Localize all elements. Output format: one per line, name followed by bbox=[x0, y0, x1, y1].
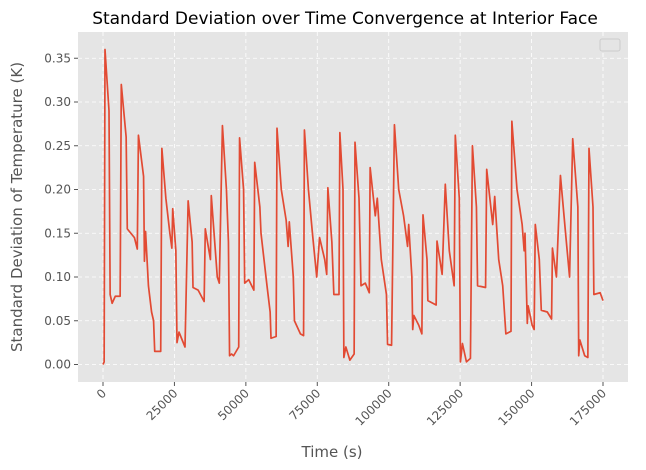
x-tick-label: 125000 bbox=[424, 386, 466, 428]
x-tick-label: 100000 bbox=[353, 386, 395, 428]
y-tick-label: 0.00 bbox=[44, 358, 71, 372]
plot-area bbox=[78, 32, 628, 382]
y-tick-label: 0.15 bbox=[44, 226, 71, 240]
x-tick-label: 25000 bbox=[144, 386, 181, 423]
y-tick-label: 0.25 bbox=[44, 139, 71, 153]
x-axis-label: Time (s) bbox=[301, 443, 363, 461]
y-axis-label: Standard Deviation of Temperature (K) bbox=[8, 62, 26, 352]
x-tick-label: 0 bbox=[94, 386, 109, 401]
x-tick-label: 75000 bbox=[287, 386, 324, 423]
y-tick-label: 0.30 bbox=[44, 95, 71, 109]
x-tick-label: 50000 bbox=[215, 386, 252, 423]
y-tick-label: 0.35 bbox=[44, 51, 71, 65]
y-tick-label: 0.20 bbox=[44, 183, 71, 197]
legend bbox=[599, 38, 621, 52]
y-tick-label: 0.05 bbox=[44, 314, 71, 328]
chart-title: Standard Deviation over Time Convergence… bbox=[92, 9, 598, 29]
x-tick-label: 150000 bbox=[495, 386, 537, 428]
grid bbox=[78, 32, 628, 382]
x-tick-label: 175000 bbox=[567, 386, 609, 428]
data-line bbox=[102, 48, 604, 365]
y-tick-label: 0.10 bbox=[44, 270, 71, 284]
